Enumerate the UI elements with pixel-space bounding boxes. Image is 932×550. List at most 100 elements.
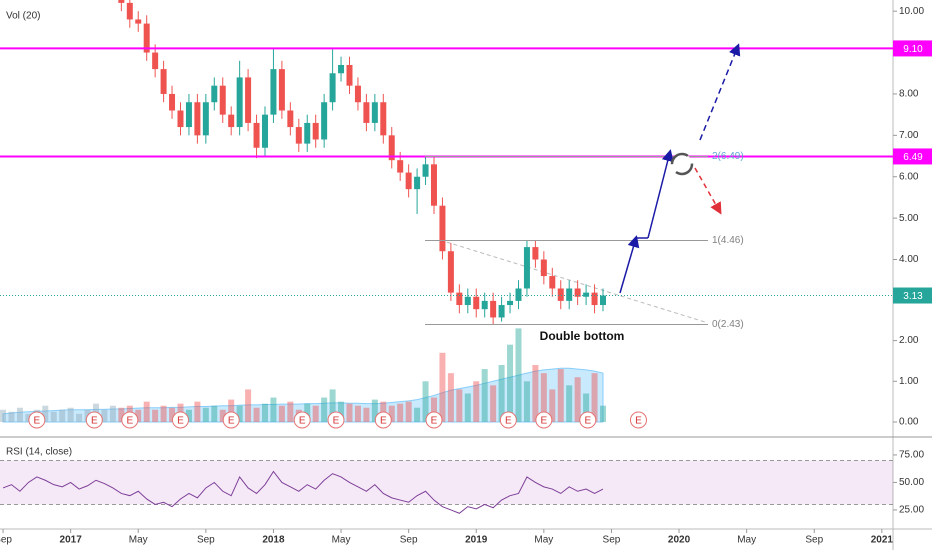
reversal-icon <box>670 152 694 176</box>
candle-body <box>473 296 480 310</box>
volume-bar <box>430 397 437 422</box>
volume-bar <box>566 385 573 422</box>
rsi-title: RSI (14, close) <box>6 447 72 458</box>
volume-bar <box>50 411 57 422</box>
price-tag-label: 6.49 <box>903 152 923 163</box>
candle-body <box>540 259 547 277</box>
y-tick-label: 75.00 <box>899 450 924 461</box>
earnings-label: E <box>299 416 306 427</box>
volume-bar <box>42 405 49 422</box>
volume-bar <box>523 381 530 422</box>
volume-bar <box>557 369 564 422</box>
earnings-label: E <box>584 416 591 427</box>
x-tick-label: Sep <box>805 535 823 546</box>
candle-body <box>490 300 497 318</box>
candle-body <box>287 110 294 128</box>
candle-body <box>422 164 429 177</box>
x-tick-label: 2019 <box>465 535 488 546</box>
earnings-marker <box>222 411 240 429</box>
volume-bar <box>245 389 252 422</box>
volume-bar <box>447 373 454 422</box>
target-arrow <box>699 43 741 141</box>
candle-body <box>397 160 404 173</box>
x-tick-label: 2020 <box>668 535 691 546</box>
volume-bar <box>473 381 480 422</box>
volume-bar <box>76 413 83 422</box>
y-tick-label: 8.00 <box>899 89 919 100</box>
volume-bar <box>388 405 395 422</box>
earnings-marker <box>374 411 392 429</box>
price-tag <box>893 40 932 57</box>
candle-body <box>523 247 530 289</box>
axes: 0.00 1.00 2.00 Sep 2017 May Sep 2018 May Sep 2019 M… <box>0 6 924 546</box>
volume-bar <box>371 399 378 422</box>
candle-body <box>135 19 142 24</box>
volume-bar <box>346 403 353 422</box>
x-tick-label: 2021 <box>871 535 894 546</box>
earnings-label: E <box>228 416 235 427</box>
x-tick-label: May <box>332 535 351 546</box>
candle-body <box>236 77 243 128</box>
volume-bar <box>59 409 66 422</box>
rsi-pane <box>0 459 893 514</box>
rsi-line <box>2 470 604 514</box>
volume-bar <box>0 409 7 422</box>
candle-body <box>346 64 353 86</box>
rsi-band <box>0 460 893 505</box>
x-tick-label: May <box>737 535 756 546</box>
price-pane <box>0 0 893 325</box>
earnings-label: E <box>34 416 41 427</box>
candle-body <box>498 305 505 318</box>
volume-bar <box>338 401 345 422</box>
volume-bar <box>507 344 514 422</box>
y-tick-label: 50.00 <box>899 477 924 488</box>
volume-bar <box>287 401 294 422</box>
volume-bar <box>118 407 125 422</box>
volume-bar <box>253 407 260 422</box>
volume-bar <box>599 405 606 422</box>
volume-bar <box>583 393 590 422</box>
projection-arrow <box>647 149 674 239</box>
volume-bar <box>67 407 74 422</box>
candle-body <box>304 122 311 144</box>
x-tick-label: 2018 <box>262 535 285 546</box>
earnings-label: E <box>333 416 340 427</box>
price-tag-label: 9.10 <box>903 44 923 55</box>
candle-body <box>583 292 590 297</box>
candle-body <box>388 135 395 161</box>
earnings-marker <box>85 411 103 429</box>
price-tag <box>893 287 932 304</box>
volume-bar <box>101 409 108 422</box>
volume-bar <box>16 407 23 422</box>
fib-label: 2(6.49) <box>712 151 744 162</box>
candle-body <box>464 296 471 306</box>
volume-bar <box>464 393 471 422</box>
earnings-marker <box>579 411 597 429</box>
x-tick-label: Sep <box>400 535 418 546</box>
volume-bar <box>490 385 497 422</box>
candle-body <box>126 2 133 20</box>
earnings-marker <box>28 411 46 429</box>
volume-bar <box>169 407 176 422</box>
earnings-marker <box>293 411 311 429</box>
volume-bar <box>540 373 547 422</box>
drawings <box>619 43 741 294</box>
y-tick-label: 5.00 <box>899 213 919 224</box>
candle-body <box>481 300 488 310</box>
fib-label: 0(2.43) <box>712 319 744 330</box>
x-tick-label: Sep <box>197 535 215 546</box>
y-tick-label: 4.00 <box>899 254 919 265</box>
candle-body <box>261 114 268 148</box>
candle-body <box>557 288 564 301</box>
pattern-annotation: Double bottom <box>540 329 625 343</box>
volume-bar <box>8 411 15 422</box>
volume-bar <box>228 399 235 422</box>
earnings-label: E <box>91 416 98 427</box>
earnings-label: E <box>177 416 184 427</box>
fib-label: 1(4.46) <box>712 235 744 246</box>
candle-body <box>194 102 201 136</box>
volume-bar <box>278 405 285 422</box>
volume-bar <box>143 401 150 422</box>
volume-bar <box>321 397 328 422</box>
